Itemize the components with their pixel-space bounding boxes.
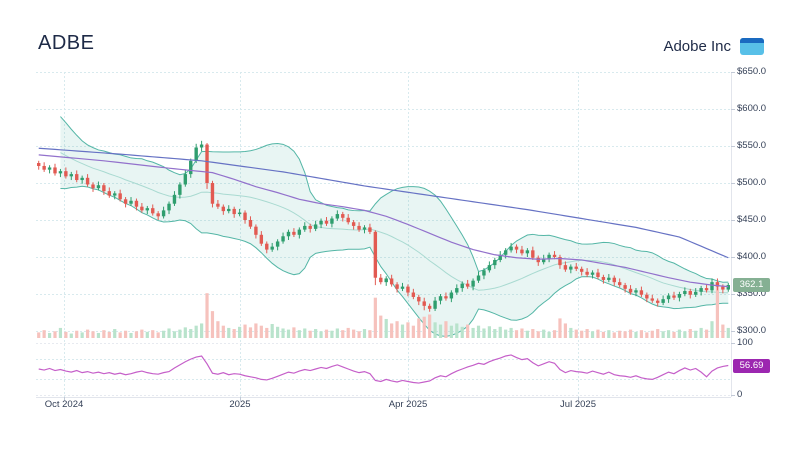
company-header: Adobe Inc [663, 38, 764, 55]
price-tick-label: $400.0 [737, 251, 767, 262]
last-price-badge: 362.1 [733, 278, 770, 292]
rsi-tick-label: 0 [737, 389, 743, 400]
rsi-value-badge: 56.69 [733, 359, 770, 373]
time-tick-label: Jul 2025 [560, 399, 596, 410]
time-tick-label: Oct 2024 [44, 399, 84, 410]
price-tick-label: $450.0 [737, 214, 767, 225]
company-name: Adobe Inc [663, 38, 731, 55]
ticker-symbol: ADBE [38, 32, 95, 54]
time-tick-label: Apr 2025 [388, 399, 428, 410]
company-logo-icon [740, 38, 764, 55]
price-tick-label: $300.0 [737, 325, 767, 336]
price-tick-label: $600.0 [737, 103, 767, 114]
price-tick-label: $350.0 [737, 288, 767, 299]
rsi-tick-label: 100 [737, 337, 753, 348]
price-tick-label: $550.0 [737, 140, 767, 151]
price-tick-label: $650.0 [737, 66, 767, 77]
time-tick-label: 2025 [229, 399, 251, 410]
price-tick-label: $500.0 [737, 177, 767, 188]
